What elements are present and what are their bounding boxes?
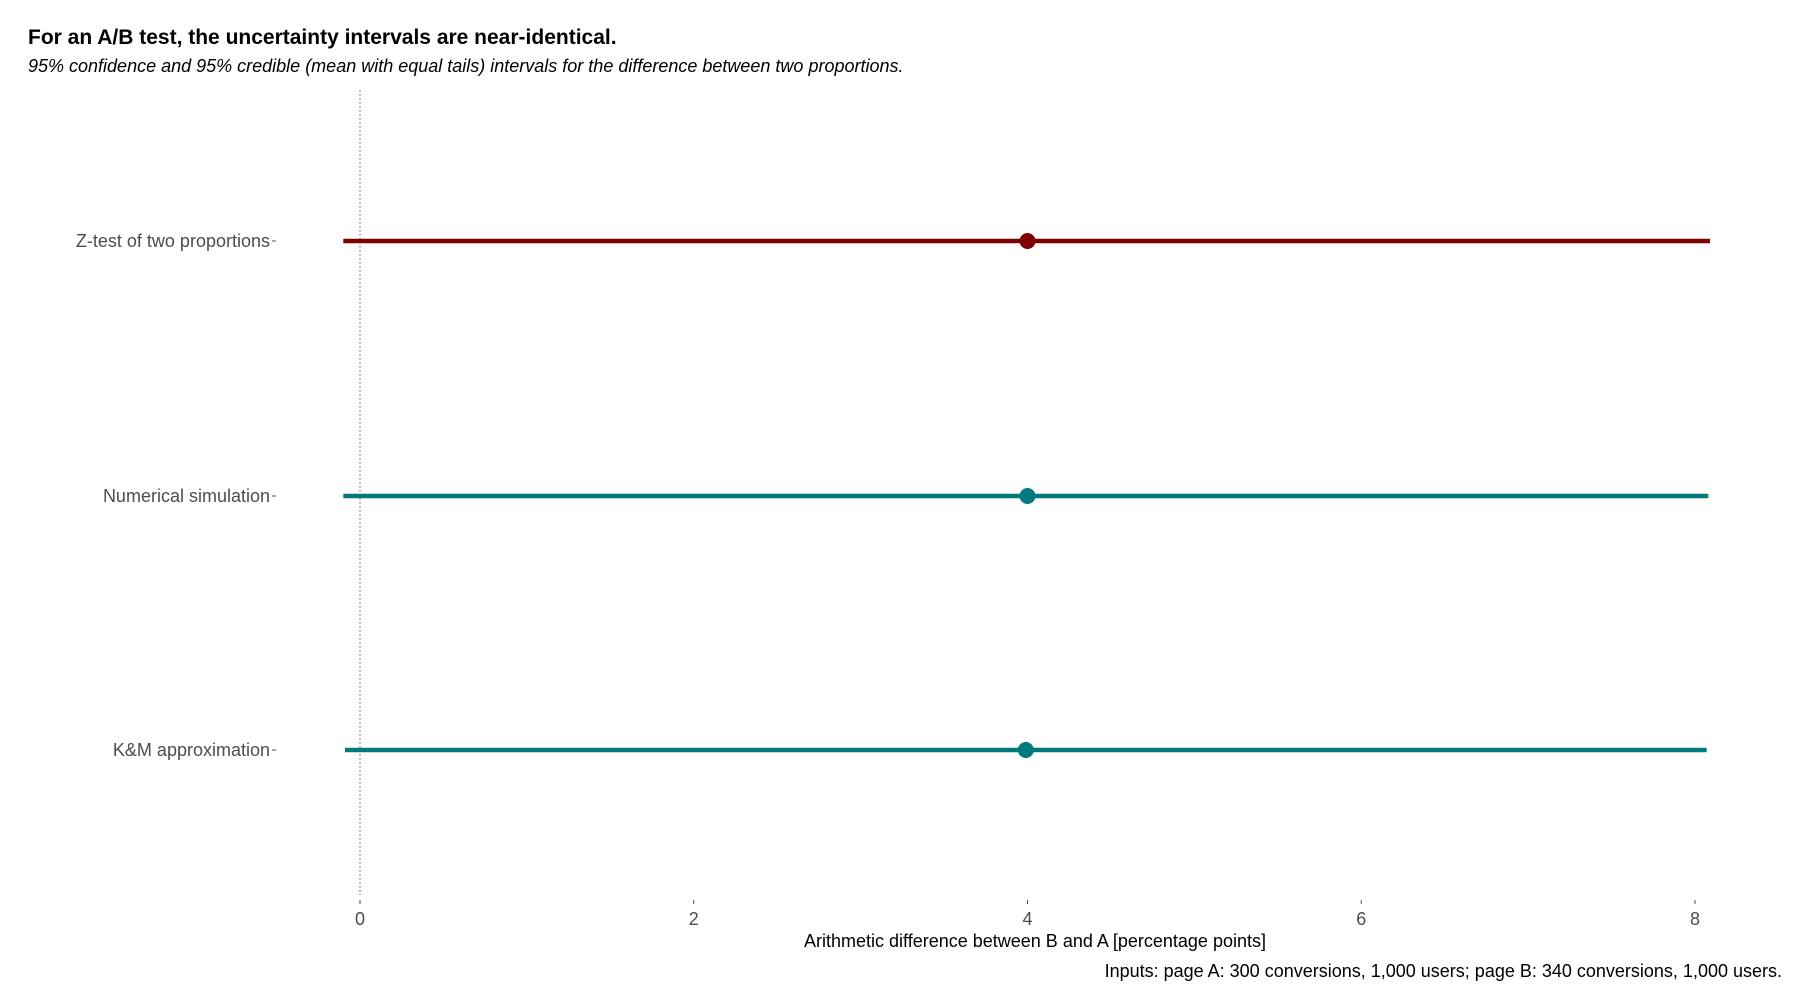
point-estimate	[1019, 233, 1036, 249]
x-tick-label: 4	[1022, 909, 1032, 929]
y-tick-label: Numerical simulation	[103, 486, 270, 506]
point-estimate	[1019, 488, 1036, 504]
y-tick-label: Z-test of two proportions	[76, 231, 270, 251]
x-tick-label: 8	[1690, 909, 1700, 929]
point-estimate	[1017, 742, 1034, 758]
x-tick-label: 6	[1356, 909, 1366, 929]
x-tick-label: 2	[689, 909, 699, 929]
chart-caption: Inputs: page A: 300 conversions, 1,000 u…	[1104, 961, 1782, 981]
x-tick-label: 0	[355, 909, 365, 929]
x-axis-title: Arithmetic difference between B and A [p…	[804, 931, 1266, 951]
chart-subtitle: 95% confidence and 95% credible (mean wi…	[28, 56, 904, 76]
chart-title: For an A/B test, the uncertainty interva…	[28, 26, 617, 49]
y-tick-label: K&M approximation	[113, 740, 270, 760]
